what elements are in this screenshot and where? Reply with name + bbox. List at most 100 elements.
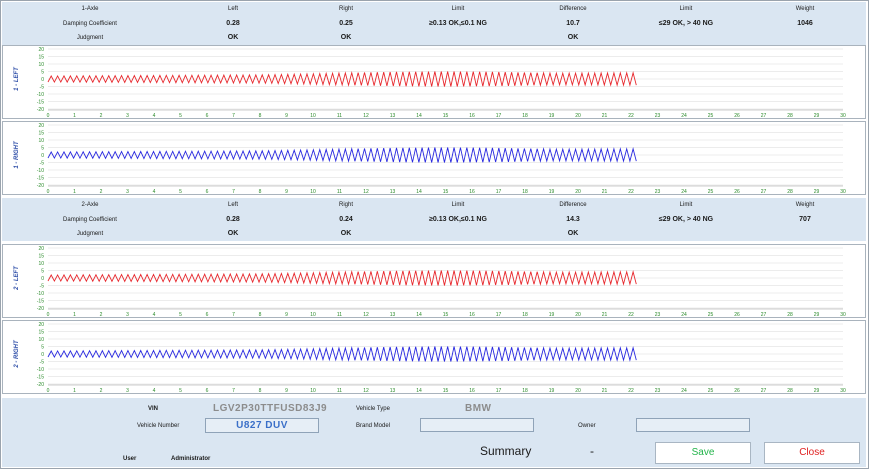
x-tick-label: 9: [285, 388, 288, 394]
damping-waveform: [47, 346, 637, 362]
col-right: Right: [338, 202, 354, 208]
user-value: Administrator: [171, 456, 211, 462]
x-tick-label: 12: [363, 312, 369, 318]
close-button[interactable]: Close: [764, 442, 860, 464]
y-tick-label: 10: [38, 138, 44, 144]
judgment-difference-value: OK: [567, 230, 579, 237]
chart-2-left: 20 15 10 5 0 -5 -10 -15 -20 0 1 2 3 4 5 6 7 8 9 10 11 12 13 14 1…: [2, 244, 866, 318]
brand-model-label: Brand Model: [356, 423, 391, 429]
x-tick-label: 5: [179, 113, 182, 119]
x-tick-label: 2: [100, 113, 103, 119]
x-tick-label: 17: [496, 189, 502, 195]
x-tick-label: 17: [496, 388, 502, 394]
x-tick-label: 10: [310, 312, 316, 318]
y-tick-label: -15: [37, 375, 44, 381]
limit-value: ≥0.13 OK,≤0.1 NG: [429, 20, 487, 27]
col-weight: Weight: [795, 6, 815, 12]
x-tick-label: 27: [761, 388, 767, 394]
x-tick-label: 20: [575, 312, 581, 318]
x-tick-label: 28: [787, 189, 793, 195]
y-tick-label: 5: [41, 146, 44, 152]
x-tick-label: 25: [708, 189, 714, 195]
x-tick-label: 24: [681, 312, 687, 318]
x-tick-label: 3: [126, 113, 129, 119]
x-tick-label: 23: [655, 113, 661, 119]
x-tick-label: 22: [628, 388, 634, 394]
x-tick-label: 18: [522, 189, 528, 195]
x-tick-label: 13: [390, 388, 396, 394]
x-tick-label: 12: [363, 189, 369, 195]
y-tick-label: -20: [37, 183, 44, 189]
y-tick-label: 10: [38, 337, 44, 343]
x-tick-label: 16: [469, 189, 475, 195]
x-tick-label: 1: [73, 312, 76, 318]
x-tick-label: 18: [522, 388, 528, 394]
x-tick-label: 14: [416, 312, 422, 318]
x-tick-label: 19: [549, 189, 555, 195]
damping-waveform: [47, 71, 637, 87]
x-tick-label: 18: [522, 312, 528, 318]
x-tick-label: 21: [602, 388, 608, 394]
judgment-right-value: OK: [340, 230, 352, 237]
x-tick-label: 1: [73, 189, 76, 195]
x-tick-label: 9: [285, 312, 288, 318]
x-tick-label: 9: [285, 189, 288, 195]
y-tick-label: -10: [37, 168, 44, 174]
limit2-value: ≤29 OK, > 40 NG: [658, 20, 714, 27]
x-tick-label: 24: [681, 388, 687, 394]
y-tick-label: -5: [40, 85, 45, 91]
damping-waveform: [47, 147, 637, 163]
series-label: 1 - LEFT: [14, 66, 20, 91]
vin-label: VIN: [148, 406, 159, 412]
difference-value: 14.3: [566, 216, 580, 223]
judgment-difference-value: OK: [567, 34, 579, 41]
chart-2-right: 20 15 10 5 0 -5 -10 -15 -20 0 1 2 3 4 5 6 7 8 9 10 11 12 13 14 1…: [2, 320, 866, 394]
x-tick-label: 10: [310, 113, 316, 119]
x-tick-label: 6: [206, 189, 209, 195]
x-tick-label: 15: [443, 189, 449, 195]
axle-label: 2-Axle: [81, 202, 99, 208]
owner-field[interactable]: [636, 418, 750, 432]
vehicle-type-label: Vehicle Type: [356, 406, 390, 412]
x-tick-label: 20: [575, 189, 581, 195]
x-tick-label: 24: [681, 189, 687, 195]
save-button[interactable]: Save: [655, 442, 751, 464]
x-tick-label: 7: [232, 312, 235, 318]
x-tick-label: 13: [390, 312, 396, 318]
x-tick-label: 0: [47, 113, 50, 119]
col-left: Left: [227, 202, 239, 208]
damping-right-value: 0.24: [339, 216, 353, 223]
x-tick-label: 4: [153, 388, 156, 394]
limit-value: ≥0.13 OK,≤0.1 NG: [429, 216, 487, 223]
x-tick-label: 19: [549, 312, 555, 318]
axle-label: 1-Axle: [81, 6, 99, 12]
y-tick-label: 0: [41, 352, 44, 358]
col-difference: Difference: [559, 202, 587, 208]
x-tick-label: 26: [734, 312, 740, 318]
x-tick-label: 2: [100, 312, 103, 318]
x-tick-label: 20: [575, 113, 581, 119]
x-tick-label: 28: [787, 312, 793, 318]
owner-label: Owner: [578, 423, 596, 429]
col-weight: Weight: [795, 202, 815, 208]
vehicle-number-field[interactable]: U827 DUV: [205, 418, 319, 433]
brand-model-field[interactable]: [420, 418, 534, 432]
x-tick-label: 27: [761, 189, 767, 195]
x-tick-label: 8: [259, 113, 262, 119]
x-tick-label: 5: [179, 189, 182, 195]
x-tick-label: 24: [681, 113, 687, 119]
col-limit: Limit: [451, 202, 465, 208]
vehicle-info-panel: VIN LGV2P30TTFUSD83J9 Vehicle Type BMW V…: [2, 398, 866, 467]
damping-left-value: 0.28: [226, 216, 240, 223]
x-tick-label: 10: [310, 189, 316, 195]
x-tick-label: 9: [285, 113, 288, 119]
x-tick-label: 17: [496, 113, 502, 119]
x-tick-label: 7: [232, 388, 235, 394]
x-tick-label: 0: [47, 312, 50, 318]
x-tick-label: 11: [337, 113, 342, 119]
weight-value: 1046: [797, 20, 813, 27]
damping-right-value: 0.25: [339, 20, 353, 27]
x-tick-label: 30: [840, 189, 846, 195]
x-tick-label: 27: [761, 113, 767, 119]
x-tick-label: 25: [708, 113, 714, 119]
